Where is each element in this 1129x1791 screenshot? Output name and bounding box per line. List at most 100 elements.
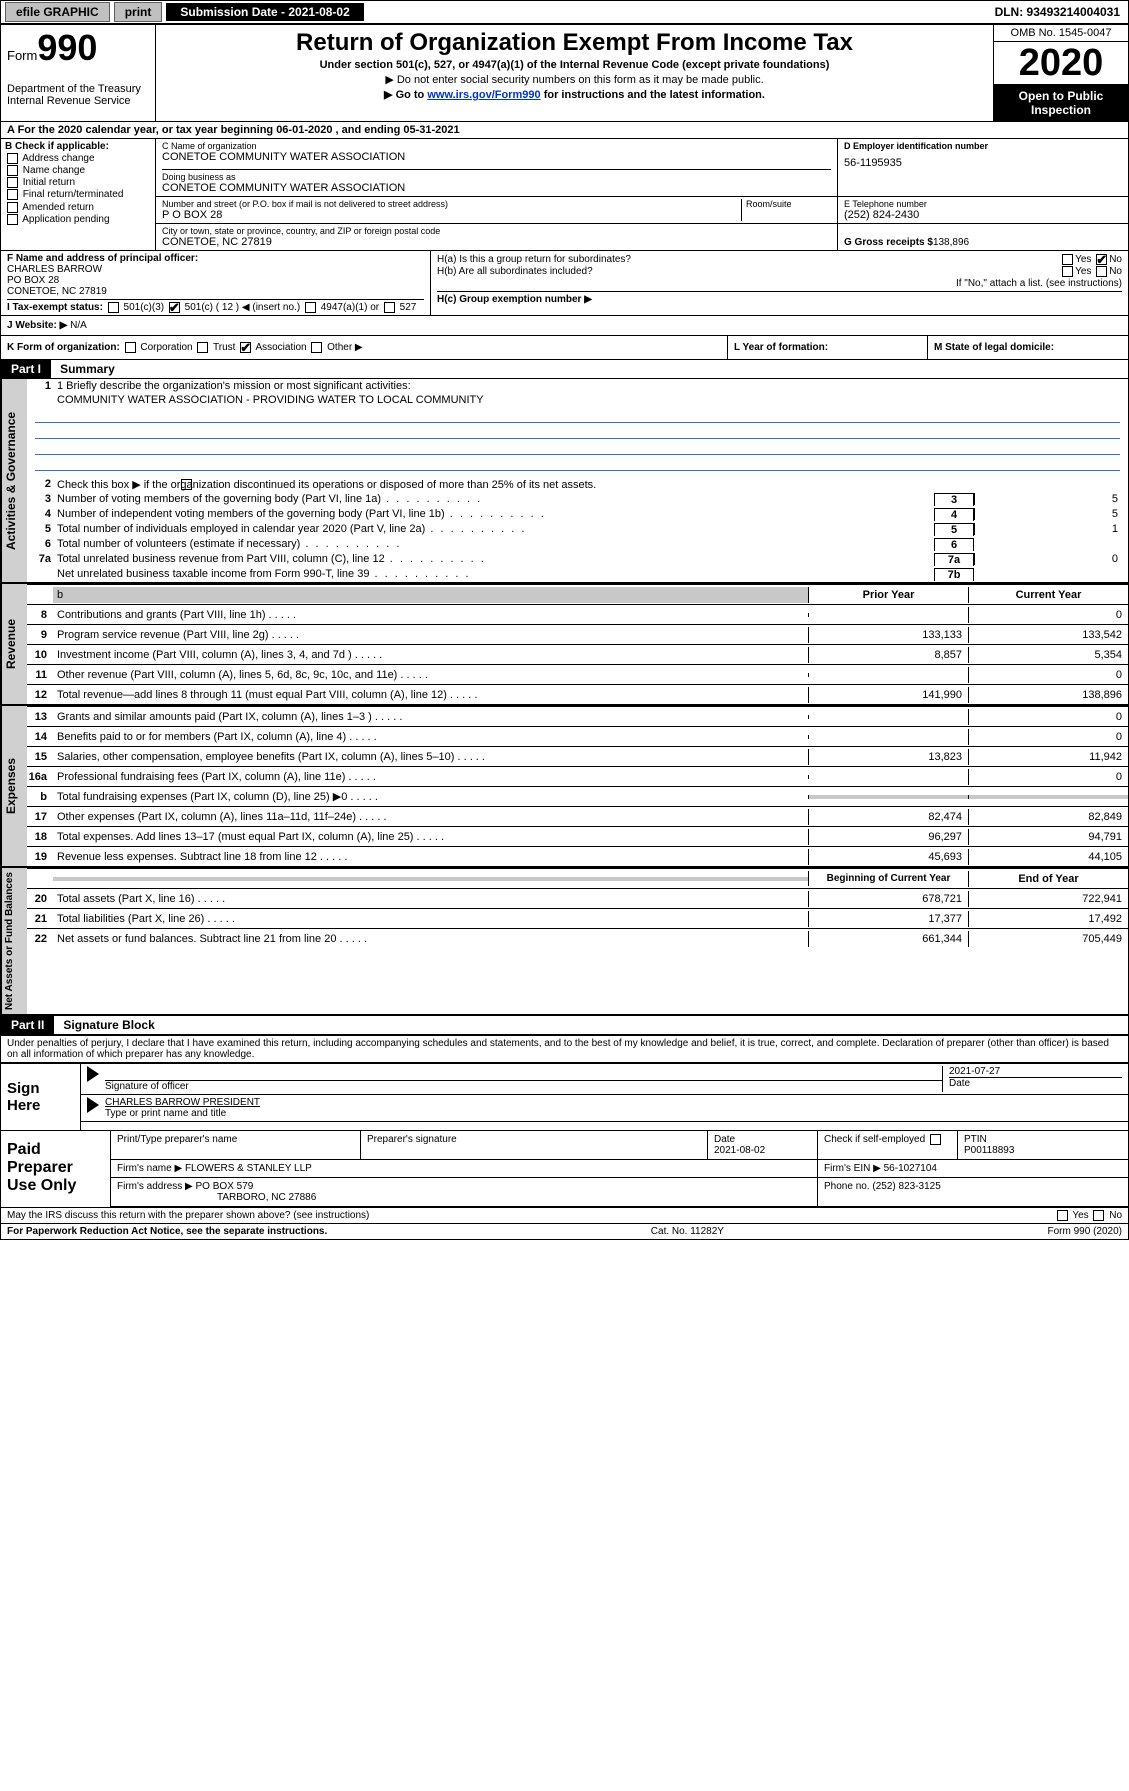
- exp-group: Expenses 13Grants and similar amounts pa…: [1, 704, 1128, 866]
- curr-value: 0: [968, 729, 1128, 745]
- side-net-assets: Net Assets or Fund Balances: [1, 868, 27, 1014]
- part1-title: Summary: [54, 362, 115, 376]
- form-id-cell: Form990 Department of the Treasury Inter…: [1, 25, 156, 121]
- fin-desc: Total liabilities (Part X, line 26) . . …: [53, 911, 808, 927]
- prior-value: 13,823: [808, 749, 968, 765]
- chk-name-change[interactable]: [7, 165, 18, 176]
- k-label: K Form of organization:: [7, 342, 120, 353]
- tax-year: 2020: [994, 42, 1128, 85]
- prep-name-hdr: Print/Type preparer's name: [111, 1131, 361, 1159]
- form-title: Return of Organization Exempt From Incom…: [164, 29, 985, 57]
- fin-desc: Salaries, other compensation, employee b…: [53, 749, 808, 765]
- chk-527[interactable]: [384, 302, 395, 313]
- fin-desc: Professional fundraising fees (Part IX, …: [53, 769, 808, 785]
- city-label: City or town, state or province, country…: [162, 226, 831, 236]
- ptin-label: PTIN: [964, 1134, 987, 1145]
- form-990-frame: Form990 Department of the Treasury Inter…: [0, 24, 1129, 1240]
- fin-desc: Contributions and grants (Part VIII, lin…: [53, 607, 808, 623]
- chk-ha-yes[interactable]: [1062, 254, 1073, 265]
- fin-desc: Other expenses (Part IX, column (A), lin…: [53, 809, 808, 825]
- fin-line: 14Benefits paid to or for members (Part …: [27, 726, 1128, 746]
- chk-self-employed[interactable]: [930, 1134, 941, 1145]
- lbl-assoc: Association: [255, 342, 306, 353]
- form-label: Form: [7, 48, 37, 63]
- chk-initial-return[interactable]: [7, 177, 18, 188]
- discuss-label: May the IRS discuss this return with the…: [7, 1210, 1055, 1221]
- d-ein: 56-1195935: [844, 157, 1122, 169]
- lbl-4947: 4947(a)(1) or: [321, 302, 379, 313]
- d-ein-label: D Employer identification number: [844, 141, 1122, 151]
- firm-phone: (252) 823-3125: [872, 1181, 940, 1192]
- chk-address-change[interactable]: [7, 153, 18, 164]
- prior-value: [808, 735, 968, 739]
- paperwork-notice: For Paperwork Reduction Act Notice, see …: [7, 1226, 327, 1237]
- chk-501c3[interactable]: [108, 302, 119, 313]
- fin-desc: Grants and similar amounts paid (Part IX…: [53, 709, 808, 725]
- name-title-label: Type or print name and title: [105, 1108, 1122, 1119]
- curr-value: 44,105: [968, 849, 1128, 865]
- line-box: 4: [934, 508, 974, 521]
- fin-desc: Investment income (Part VIII, column (A)…: [53, 647, 808, 663]
- h-group-cell: H(a) Is this a group return for subordin…: [431, 251, 1128, 315]
- prior-value: [808, 775, 968, 779]
- line-box: 7a: [934, 553, 974, 566]
- chk-final-return[interactable]: [7, 189, 18, 200]
- firm-name-label: Firm's name ▶: [117, 1163, 182, 1174]
- part2-badge: Part II: [1, 1016, 54, 1034]
- form-subtitle-1: Under section 501(c), 527, or 4947(a)(1)…: [164, 59, 985, 71]
- chk-trust[interactable]: [197, 342, 208, 353]
- chk-discuss-yes[interactable]: [1057, 1210, 1068, 1221]
- curr-value: 11,942: [968, 749, 1128, 765]
- g-gross-receipts: 138,896: [933, 237, 969, 248]
- chk-hb-no[interactable]: [1096, 266, 1107, 277]
- e-phone: (252) 824-2430: [844, 209, 1122, 221]
- fin-line: 13Grants and similar amounts paid (Part …: [27, 706, 1128, 726]
- street-value: P O BOX 28: [162, 209, 741, 221]
- form-meta-cell: OMB No. 1545-0047 2020 Open to Public In…: [993, 25, 1128, 121]
- gov-group: Activities & Governance 11 Briefly descr…: [1, 379, 1128, 582]
- col-b-checkboxes: B Check if applicable: Address change Na…: [1, 139, 156, 250]
- f-h-block: F Name and address of principal officer:…: [1, 250, 1128, 315]
- chk-discuss-no[interactable]: [1093, 1210, 1104, 1221]
- fin-line: 20Total assets (Part X, line 16) . . . .…: [27, 888, 1128, 908]
- prior-value: [808, 613, 968, 617]
- print-button[interactable]: print: [114, 2, 163, 22]
- chk-assoc[interactable]: [240, 342, 251, 353]
- prior-value: 678,721: [808, 891, 968, 907]
- street-label: Number and street (or P.O. box if mail i…: [162, 199, 741, 209]
- c-org-name: CONETOE COMMUNITY WATER ASSOCIATION: [162, 151, 831, 163]
- firm-addr-label: Firm's address ▶: [117, 1181, 193, 1192]
- curr-value: 133,542: [968, 627, 1128, 643]
- fin-line: 18Total expenses. Add lines 13–17 (must …: [27, 826, 1128, 846]
- gov-desc: Number of voting members of the governin…: [57, 493, 934, 505]
- chk-hb-yes[interactable]: [1062, 266, 1073, 277]
- lbl-501c: 501(c) ( 12 ) ◀ (insert no.): [185, 302, 301, 313]
- chk-501c[interactable]: [169, 302, 180, 313]
- chk-app-pending[interactable]: [7, 214, 18, 225]
- col-current-year: Current Year: [968, 587, 1128, 603]
- paid-preparer-block: Paid Preparer Use Only Print/Type prepar…: [1, 1130, 1128, 1207]
- sign-here-block: Sign Here Signature of officer 2021-07-2…: [1, 1062, 1128, 1130]
- chk-ha-no[interactable]: [1096, 254, 1107, 265]
- col-beginning-year: Beginning of Current Year: [808, 871, 968, 886]
- efile-button[interactable]: efile GRAPHIC: [5, 2, 110, 22]
- curr-value: 0: [968, 709, 1128, 725]
- chk-corp[interactable]: [125, 342, 136, 353]
- chk-4947[interactable]: [305, 302, 316, 313]
- ptin-value: P00118893: [964, 1145, 1014, 1156]
- firm-city: TARBORO, NC 27886: [217, 1192, 316, 1203]
- chk-other[interactable]: [311, 342, 322, 353]
- irs-link[interactable]: www.irs.gov/Form990: [427, 89, 540, 101]
- gov-line: 6Total number of volunteers (estimate if…: [27, 537, 1128, 552]
- fin-line: 17Other expenses (Part IX, column (A), l…: [27, 806, 1128, 826]
- gov-line: 5Total number of individuals employed in…: [27, 522, 1128, 537]
- chk-discontinued[interactable]: [181, 479, 192, 490]
- hc-label: H(c) Group exemption number ▶: [437, 291, 1122, 305]
- k-cell: K Form of organization: Corporation Trus…: [1, 336, 728, 359]
- chk-amended[interactable]: [7, 202, 18, 213]
- rev-head-desc: b: [53, 587, 808, 603]
- firm-phone-label: Phone no.: [824, 1181, 870, 1192]
- c-name-label: C Name of organization: [162, 141, 831, 151]
- side-revenue: Revenue: [1, 584, 27, 704]
- hb-note: If "No," attach a list. (see instruction…: [437, 278, 1122, 289]
